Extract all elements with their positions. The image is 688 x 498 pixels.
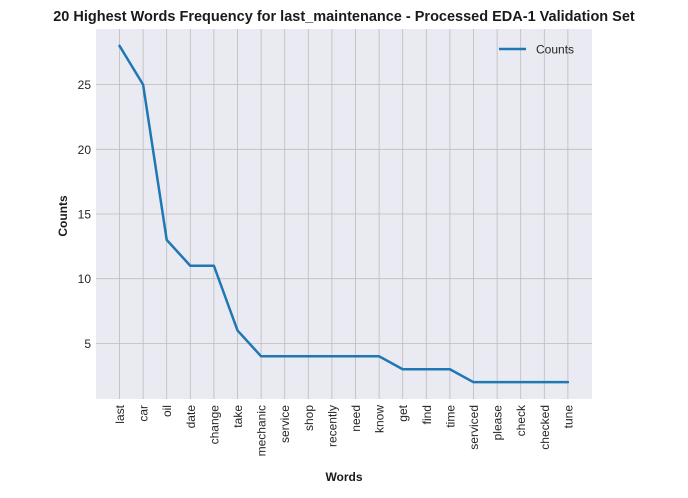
y-tick-label: 10 [78,272,92,286]
x-tick-label: check [514,404,528,436]
chart-title: 20 Highest Words Frequency for last_main… [53,9,635,25]
x-tick-label: know [373,405,387,433]
x-tick-label: recently [325,405,339,447]
x-tick-label: take [231,405,245,428]
y-axis-label: Counts [56,195,70,237]
grid [96,29,592,399]
x-tick-label: service [278,405,292,443]
x-tick-label: car [137,405,151,422]
x-tick-label: serviced [467,405,481,450]
x-tick-label: need [349,405,363,432]
y-tick-label: 5 [84,337,91,351]
y-tick-label: 20 [78,143,92,157]
x-tick-label: oil [160,405,174,417]
legend-label: Counts [536,43,574,57]
x-tick-label: mechanic [255,405,269,456]
x-tick-label: get [396,404,410,421]
x-tick-label: checked [538,405,552,450]
y-axis-ticks: 5 10 15 20 25 [78,78,92,351]
x-tick-label: last [113,404,127,423]
y-tick-label: 15 [78,208,92,222]
x-tick-label: change [207,405,221,445]
x-tick-label: tune [561,405,575,429]
x-tick-label: shop [302,405,316,431]
x-tick-label: please [491,405,505,441]
x-tick-label: date [184,405,198,429]
x-tick-label: time [443,405,457,428]
x-tick-label: find [420,405,434,424]
y-tick-label: 25 [78,78,92,92]
x-axis-label: Words [325,470,362,484]
